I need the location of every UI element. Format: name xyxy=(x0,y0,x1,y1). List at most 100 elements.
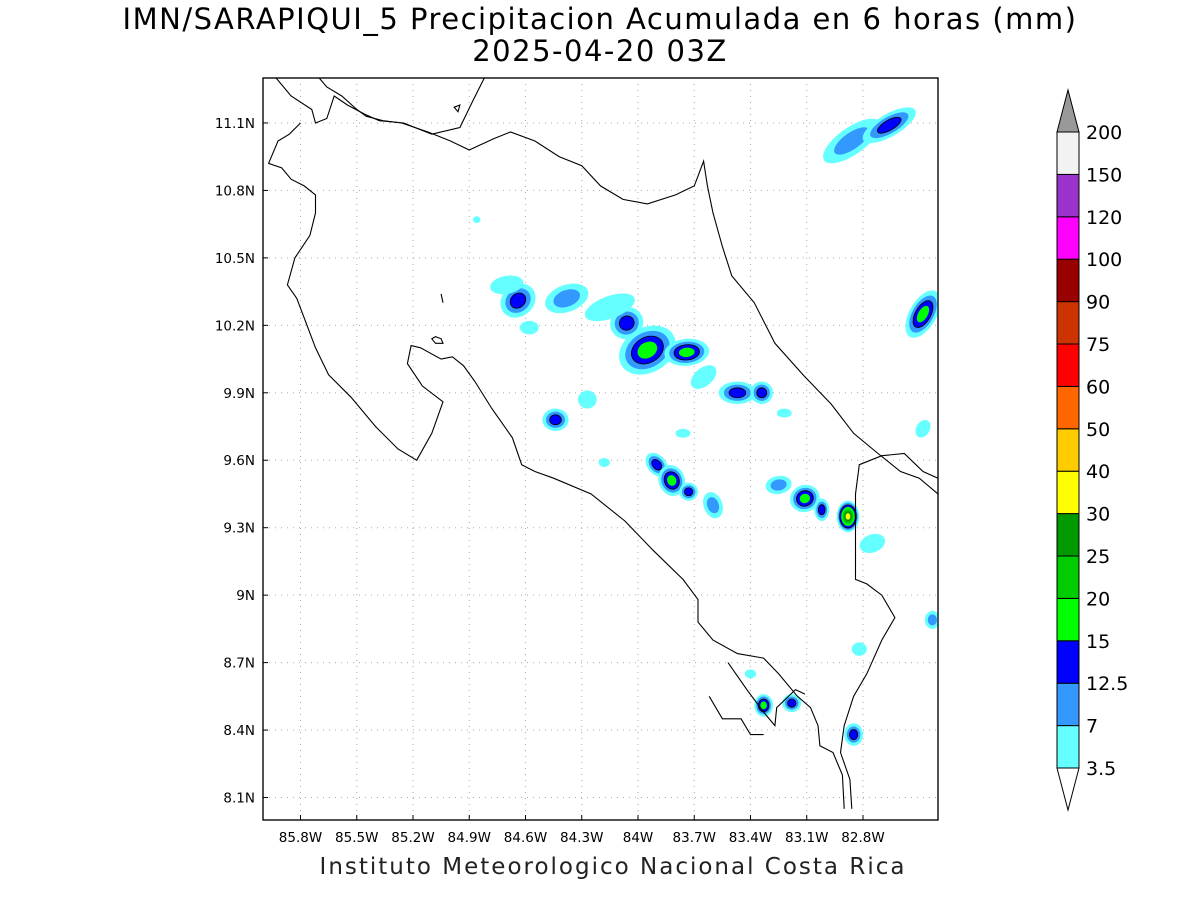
colorbar-label: 100 xyxy=(1086,249,1122,271)
precip-contour-level-3 xyxy=(756,387,768,399)
precip-contour-level-3 xyxy=(787,698,797,708)
colorbar-label: 150 xyxy=(1086,164,1122,186)
colorbar-swatch xyxy=(1056,555,1080,599)
coastline-segment xyxy=(708,696,764,736)
precip-cell xyxy=(619,325,676,375)
precip-cell xyxy=(473,216,481,224)
precip-cell xyxy=(545,283,589,314)
map-datetime: 2025-04-20 03Z xyxy=(472,34,728,68)
y-tick-label: 8.1N xyxy=(223,791,255,807)
colorbar-swatch xyxy=(1056,597,1080,642)
y-tick-label: 9N xyxy=(236,588,255,604)
precip-contour-level-2 xyxy=(553,289,581,308)
coastline-segment xyxy=(727,662,806,727)
precip-cell xyxy=(578,390,597,409)
precip-contour-level-1 xyxy=(859,533,886,554)
island-outline xyxy=(453,104,461,113)
colorbar-label: 15 xyxy=(1086,631,1110,653)
map-gridlines xyxy=(263,78,938,820)
colorbar-swatch xyxy=(1056,428,1080,472)
colorbar-label: 40 xyxy=(1086,461,1110,483)
colorbar-swatch xyxy=(1056,343,1080,387)
colorbar-label: 50 xyxy=(1086,419,1110,441)
coastline xyxy=(267,78,938,809)
precip-contour-level-4 xyxy=(678,347,695,358)
precip-contour-level-1 xyxy=(690,365,717,389)
precip-cell xyxy=(859,533,886,554)
colorbar-swatch xyxy=(1056,640,1080,684)
precip-contour-level-3 xyxy=(549,414,562,426)
precip-contour-level-1 xyxy=(915,419,931,438)
precip-contour-level-1 xyxy=(578,390,597,409)
precip-contour-level-2 xyxy=(834,127,870,155)
colorbar-label: 75 xyxy=(1086,334,1110,356)
precip-cell xyxy=(836,500,860,533)
precip-contour-level-1 xyxy=(490,275,524,295)
x-tick-label: 82.8W xyxy=(841,830,884,846)
precip-cell xyxy=(519,320,539,335)
precip-cell xyxy=(814,498,830,521)
precip-cell xyxy=(598,457,610,467)
precip-cell xyxy=(658,465,686,496)
precip-contour-level-1 xyxy=(584,293,635,322)
precip-contour-level-2 xyxy=(706,497,720,514)
coastline-segment xyxy=(839,452,938,809)
x-tick-label: 84W xyxy=(623,830,654,846)
colorbar-label: 7 xyxy=(1086,716,1098,738)
precip-contour-level-3 xyxy=(849,729,859,740)
x-tick-label: 83.4W xyxy=(729,830,772,846)
y-tick-label: 8.4N xyxy=(223,723,255,739)
colorbar-label: 20 xyxy=(1086,588,1110,610)
precip-contour-level-3 xyxy=(877,116,902,134)
y-tick-label: 11.1N xyxy=(215,116,255,132)
x-tick-label: 85.8W xyxy=(279,830,322,846)
precip-cell xyxy=(844,723,863,746)
precip-contour-level-7 xyxy=(845,513,851,520)
precip-cell xyxy=(823,118,881,164)
precip-cell xyxy=(664,338,710,366)
precip-contour-level-1 xyxy=(519,320,539,335)
colorbar-swatch xyxy=(1056,173,1080,218)
precip-contour-level-1 xyxy=(776,408,792,418)
precip-contour-level-3 xyxy=(618,315,635,331)
precip-contour-level-3 xyxy=(818,504,826,516)
precip-contour-level-1 xyxy=(598,457,610,467)
y-tick-label: 9.9N xyxy=(223,386,255,402)
colorbar-swatch xyxy=(1056,682,1080,727)
x-tick-label: 84.9W xyxy=(448,830,491,846)
precip-field xyxy=(473,107,938,746)
precip-contour-level-4 xyxy=(637,341,658,359)
colorbar-swatch xyxy=(1056,470,1080,515)
colorbar-swatch xyxy=(1056,725,1080,769)
y-tick-label: 10.8N xyxy=(215,183,255,199)
coastline-segment xyxy=(275,78,485,135)
x-tick-label: 84.3W xyxy=(560,830,603,846)
colorbar-label: 30 xyxy=(1086,504,1110,526)
precip-contour-level-1 xyxy=(473,216,481,224)
precip-contour-level-3 xyxy=(651,459,663,471)
colorbar-label: 200 xyxy=(1086,122,1122,144)
precip-cell xyxy=(610,307,644,340)
precip-cell xyxy=(754,694,773,717)
precip-contour-level-2 xyxy=(927,614,937,626)
x-tick-label: 85.2W xyxy=(391,830,434,846)
precip-cell xyxy=(862,107,916,144)
credit-text: Instituto Meteorologico Nacional Costa R… xyxy=(319,854,907,880)
colorbar: 3.5 7 12.5 15 20 25 30 40 50 60 75 90 100 120 150 200 xyxy=(1056,88,1128,812)
colorbar-label: 3.5 xyxy=(1086,758,1116,780)
precip-contour-level-4 xyxy=(760,701,767,710)
precip-contour-level-3 xyxy=(728,387,747,399)
precip-contour-level-4 xyxy=(916,305,930,323)
precip-cell xyxy=(905,290,938,338)
island-outline xyxy=(430,335,444,344)
colorbar-swatch xyxy=(1056,301,1080,345)
x-tick-label: 83.1W xyxy=(785,830,828,846)
precip-cell xyxy=(924,610,938,629)
precip-contour-level-3 xyxy=(509,292,527,309)
map-frame-border xyxy=(262,77,939,821)
precip-contour-level-4 xyxy=(667,475,677,486)
precip-cell xyxy=(790,484,820,513)
precip-contour-level-2 xyxy=(770,479,787,491)
colorbar-swatch xyxy=(1056,385,1080,430)
